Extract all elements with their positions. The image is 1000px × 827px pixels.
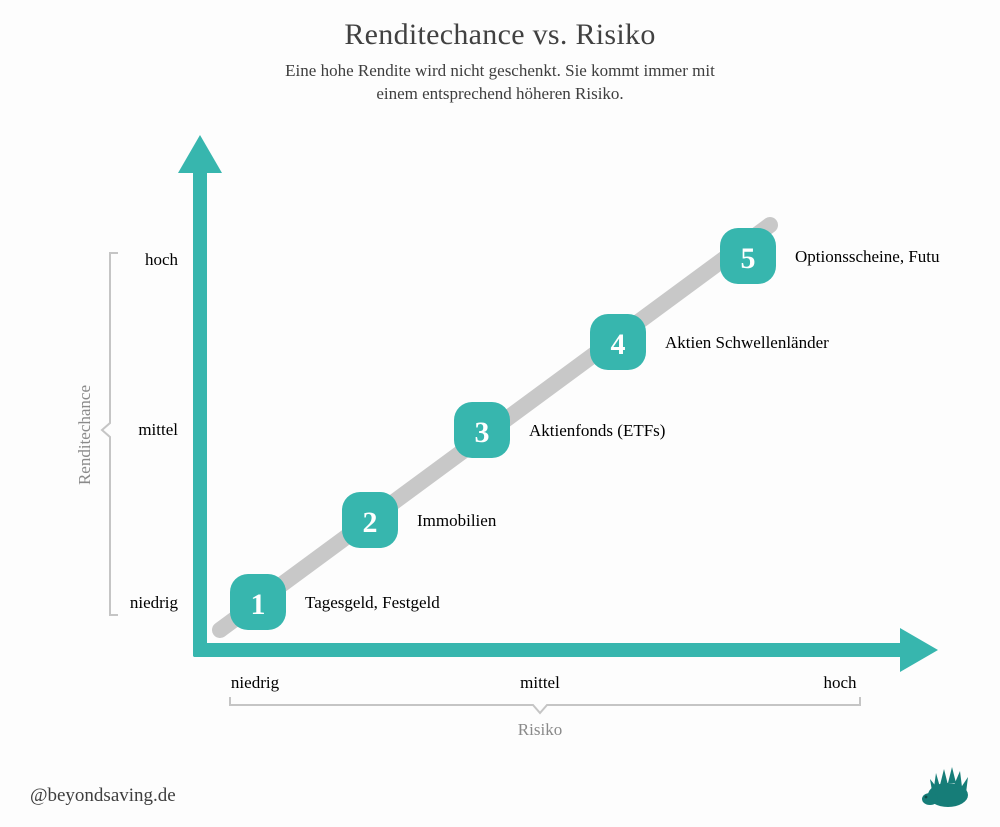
- risk-label-5: Optionsscheine, Futures: [795, 247, 940, 266]
- risk-node-4: 4 Aktien Schwellenländer: [590, 314, 829, 370]
- y-tick-low: niedrig: [130, 593, 179, 612]
- risk-node-5: 5 Optionsscheine, Futures: [720, 228, 940, 284]
- svg-text:3: 3: [475, 416, 490, 449]
- chart-title: Renditechance vs. Risiko: [0, 18, 1000, 52]
- x-axis-bracket: [230, 697, 860, 713]
- risk-node-3: 3 Aktienfonds (ETFs): [454, 402, 665, 458]
- brand-logo-icon: [920, 765, 974, 809]
- risk-label-3: Aktienfonds (ETFs): [529, 421, 665, 440]
- subtitle-line-2: einem entsprechend höheren Risiko.: [376, 84, 623, 103]
- svg-text:5: 5: [741, 242, 756, 275]
- risk-node-1: 1 Tagesgeld, Festgeld: [230, 574, 440, 630]
- subtitle-line-1: Eine hohe Rendite wird nicht geschenkt. …: [285, 61, 715, 80]
- x-tick-mid: mittel: [520, 673, 560, 692]
- y-axis-title: Renditechance: [75, 385, 94, 485]
- y-tick-mid: mittel: [138, 420, 178, 439]
- risk-label-1: Tagesgeld, Festgeld: [305, 593, 440, 612]
- svg-text:4: 4: [611, 328, 626, 361]
- chart-subtitle: Eine hohe Rendite wird nicht geschenkt. …: [0, 60, 1000, 106]
- attribution-handle: @beyondsaving.de: [30, 785, 176, 807]
- svg-text:1: 1: [251, 588, 266, 621]
- risk-label-4: Aktien Schwellenländer: [665, 333, 829, 352]
- risk-node-2: 2 Immobilien: [342, 492, 497, 548]
- y-axis-bracket: [102, 253, 118, 615]
- x-axis: [193, 628, 938, 672]
- x-tick-high: hoch: [823, 673, 857, 692]
- y-tick-high: hoch: [145, 250, 179, 269]
- svg-text:2: 2: [363, 506, 378, 539]
- x-axis-title: Risiko: [518, 720, 562, 739]
- risk-label-2: Immobilien: [417, 511, 497, 530]
- y-axis: [178, 135, 222, 657]
- x-tick-low: niedrig: [231, 673, 280, 692]
- risk-return-chart: niedrig mittel hoch Renditechance niedri…: [70, 130, 940, 740]
